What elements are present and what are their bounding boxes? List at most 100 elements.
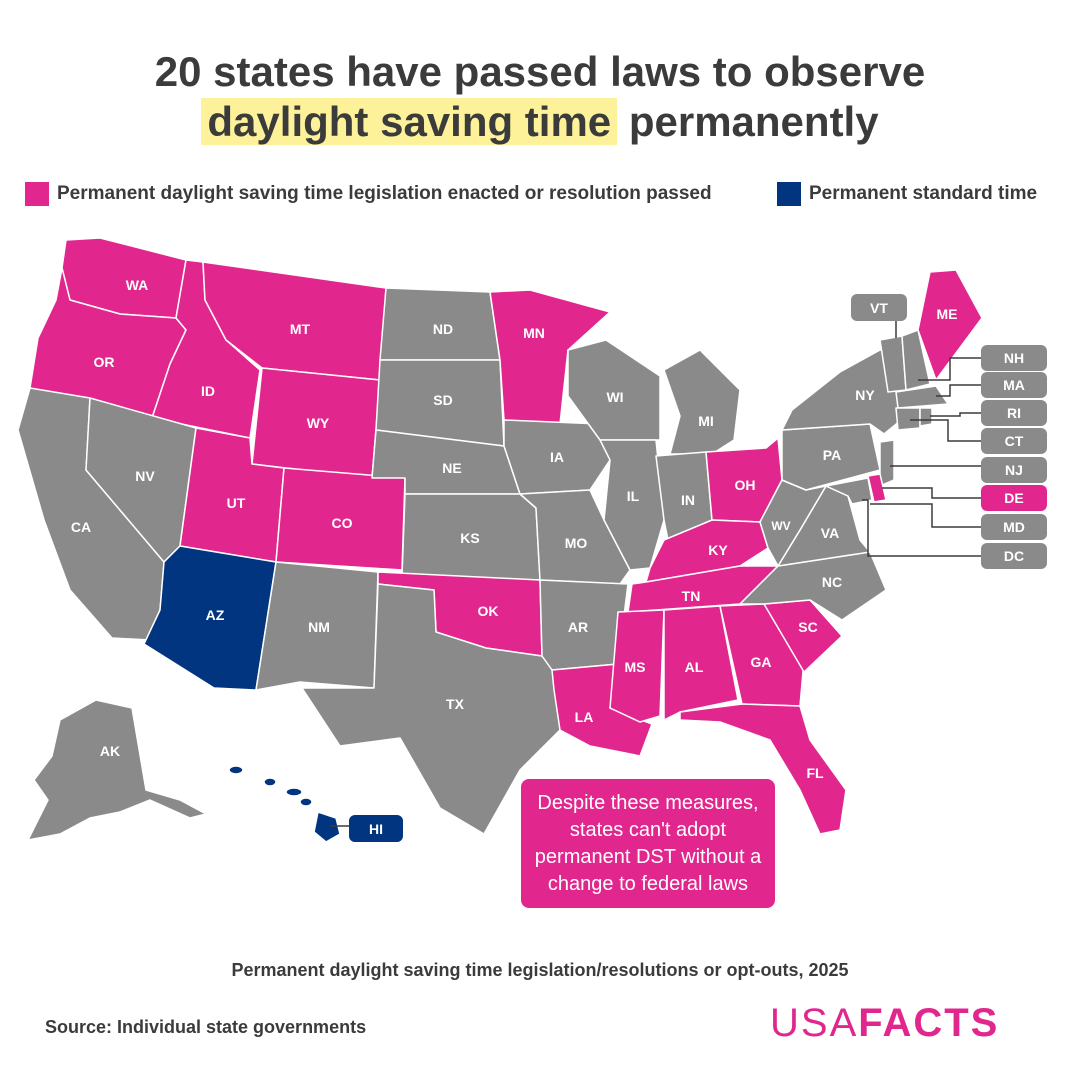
- label-SD: SD: [433, 392, 452, 408]
- state-AK[interactable]: [27, 699, 207, 841]
- callout-box: Despite these measures, states can't ado…: [521, 779, 775, 908]
- svg-text:DE: DE: [1004, 490, 1023, 506]
- state-MA[interactable]: [895, 385, 949, 409]
- label-CA: CA: [71, 519, 91, 535]
- label-AK: AK: [100, 743, 120, 759]
- label-TX: TX: [446, 696, 465, 712]
- svg-text:MD: MD: [1003, 519, 1025, 535]
- state-CT[interactable]: [895, 407, 921, 431]
- label-NM: NM: [308, 619, 330, 635]
- label-AL: AL: [685, 659, 704, 675]
- svg-text:HI: HI: [369, 821, 383, 837]
- label-SC: SC: [798, 619, 817, 635]
- label-KS: KS: [460, 530, 479, 546]
- svg-text:DC: DC: [1004, 548, 1024, 564]
- label-PA: PA: [823, 447, 841, 463]
- map-subtitle: Permanent daylight saving time legislati…: [231, 960, 849, 980]
- tag-MA: [981, 372, 1047, 398]
- state-AL[interactable]: [663, 605, 739, 721]
- title-line-1: 20 states have passed laws to observe: [154, 48, 926, 95]
- state-ME[interactable]: [917, 269, 983, 381]
- svg-text:CT: CT: [1005, 433, 1024, 449]
- state-MN[interactable]: [489, 289, 611, 425]
- label-MT: MT: [290, 321, 311, 337]
- label-ND: ND: [433, 321, 453, 337]
- state-MI[interactable]: [663, 349, 741, 455]
- label-OH: OH: [735, 477, 756, 493]
- legend-dst: Permanent daylight saving time legislati…: [25, 182, 712, 206]
- label-UT: UT: [227, 495, 246, 511]
- state-IL[interactable]: [599, 439, 665, 571]
- label-TN: TN: [682, 588, 701, 604]
- label-IL: IL: [627, 488, 640, 504]
- label-OK: OK: [478, 603, 499, 619]
- label-MO: MO: [565, 535, 588, 551]
- legend-dst-label: Permanent daylight saving time legislati…: [57, 183, 712, 204]
- label-ID: ID: [201, 383, 215, 399]
- title-rest: permanently: [617, 98, 879, 145]
- tag-MD: [981, 514, 1047, 540]
- source-note: Source: Individual state governments: [45, 1017, 367, 1037]
- title-highlight: daylight saving time: [201, 98, 618, 145]
- state-NJ[interactable]: [879, 439, 895, 487]
- state-WI[interactable]: [567, 339, 661, 441]
- label-AR: AR: [568, 619, 588, 635]
- state-MD[interactable]: [825, 477, 873, 505]
- state-FL[interactable]: [679, 703, 847, 835]
- tag-CT: [981, 428, 1047, 454]
- label-CO: CO: [332, 515, 353, 531]
- svg-text:NH: NH: [1004, 350, 1024, 366]
- label-LA: LA: [575, 709, 594, 725]
- label-NC: NC: [822, 574, 842, 590]
- svg-text:MA: MA: [1003, 377, 1025, 393]
- label-WA: WA: [126, 277, 149, 293]
- state-HI[interactable]: [228, 765, 341, 843]
- label-AZ: AZ: [206, 607, 225, 623]
- tag-VT: [851, 294, 907, 321]
- logo-part-1: USA: [770, 1001, 859, 1045]
- label-NY: NY: [855, 387, 875, 403]
- state-MO[interactable]: [519, 489, 631, 585]
- label-NE: NE: [442, 460, 461, 476]
- state-TX[interactable]: [301, 583, 561, 835]
- state-MS[interactable]: [609, 609, 665, 723]
- title-line-2: daylight saving time permanently: [0, 96, 1080, 148]
- state-RI[interactable]: [919, 407, 933, 427]
- label-GA: GA: [751, 654, 772, 670]
- state-NH[interactable]: [901, 329, 931, 391]
- label-VA: VA: [821, 525, 839, 541]
- tag-NJ: [981, 457, 1047, 483]
- leader-lines: [330, 320, 981, 827]
- legend-standard-swatch: [777, 182, 801, 206]
- svg-text:VT: VT: [870, 300, 888, 316]
- tag-NH: [981, 345, 1047, 371]
- label-WY: WY: [307, 415, 330, 431]
- label-IA: IA: [550, 449, 564, 465]
- tag-HI: [349, 815, 403, 842]
- label-MS: MS: [625, 659, 646, 675]
- legend-standard-label: Permanent standard time: [809, 183, 1038, 204]
- tag-RI: [981, 400, 1047, 426]
- usafacts-logo: USAFACTS: [770, 1001, 999, 1046]
- svg-text:RI: RI: [1007, 405, 1021, 421]
- label-WV: WV: [771, 519, 790, 533]
- label-KY: KY: [708, 542, 728, 558]
- tag-DC: [981, 543, 1047, 569]
- state-DE[interactable]: [867, 473, 887, 503]
- label-IN: IN: [681, 492, 695, 508]
- label-MI: MI: [698, 413, 714, 429]
- tag-DE: [981, 485, 1047, 511]
- state-tags: VT NH MA RI CT NJ DE MD DC HI: [349, 294, 1047, 842]
- logo-part-2: FACTS: [858, 1001, 1000, 1045]
- svg-text:NJ: NJ: [1005, 462, 1023, 478]
- label-WI: WI: [606, 389, 623, 405]
- legend-standard: Permanent standard time: [777, 182, 1037, 206]
- label-ME: ME: [937, 306, 958, 322]
- label-FL: FL: [806, 765, 824, 781]
- label-NV: NV: [135, 468, 155, 484]
- label-MN: MN: [523, 325, 545, 341]
- state-NM[interactable]: [255, 561, 379, 691]
- state-labels: WA OR ID MT WY CA NV UT CO AZ NM ND SD N…: [71, 277, 958, 781]
- legend-dst-swatch: [25, 182, 49, 206]
